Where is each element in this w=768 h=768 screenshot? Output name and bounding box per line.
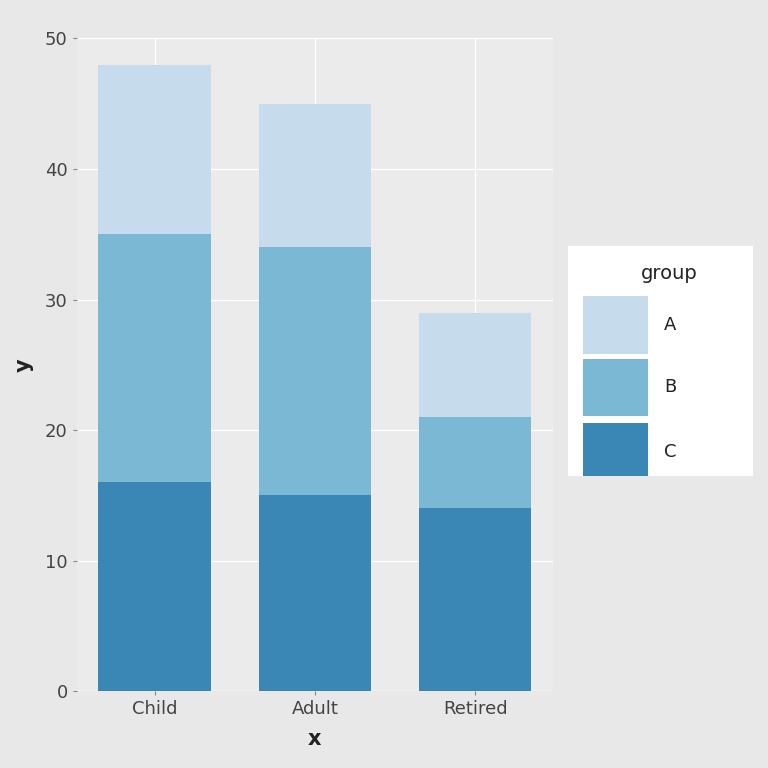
Bar xyxy=(259,104,371,247)
Text: C: C xyxy=(664,443,677,461)
Bar xyxy=(259,495,371,691)
Text: B: B xyxy=(664,379,677,396)
Bar xyxy=(419,313,531,417)
Bar xyxy=(259,247,371,495)
Bar xyxy=(419,508,531,691)
FancyBboxPatch shape xyxy=(583,423,647,481)
Bar xyxy=(98,482,210,691)
Bar xyxy=(98,234,210,482)
Y-axis label: y: y xyxy=(14,358,34,372)
Text: A: A xyxy=(664,316,677,334)
Bar xyxy=(98,65,210,234)
X-axis label: x: x xyxy=(308,730,322,750)
FancyBboxPatch shape xyxy=(583,296,647,354)
Text: group: group xyxy=(641,264,698,283)
Bar xyxy=(419,417,531,508)
FancyBboxPatch shape xyxy=(583,359,647,416)
